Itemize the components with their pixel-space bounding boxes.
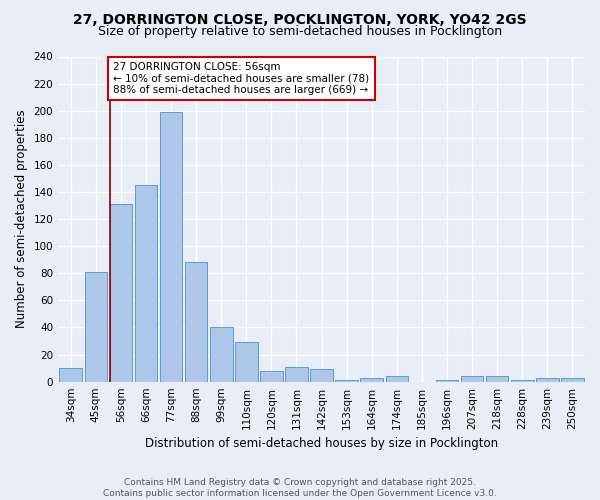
Bar — [436, 380, 458, 382]
Bar — [59, 368, 82, 382]
Bar — [85, 272, 107, 382]
Bar — [386, 376, 408, 382]
Bar — [210, 328, 233, 382]
Text: 27, DORRINGTON CLOSE, POCKLINGTON, YORK, YO42 2GS: 27, DORRINGTON CLOSE, POCKLINGTON, YORK,… — [73, 12, 527, 26]
Bar — [185, 262, 208, 382]
Bar — [511, 380, 533, 382]
Bar — [536, 378, 559, 382]
Bar — [310, 370, 333, 382]
Text: Size of property relative to semi-detached houses in Pocklington: Size of property relative to semi-detach… — [98, 25, 502, 38]
Bar — [110, 204, 132, 382]
Bar — [134, 185, 157, 382]
Y-axis label: Number of semi-detached properties: Number of semi-detached properties — [15, 110, 28, 328]
Bar — [160, 112, 182, 382]
Text: 27 DORRINGTON CLOSE: 56sqm
← 10% of semi-detached houses are smaller (78)
88% of: 27 DORRINGTON CLOSE: 56sqm ← 10% of semi… — [113, 62, 370, 95]
Bar — [361, 378, 383, 382]
Bar — [335, 380, 358, 382]
Bar — [260, 371, 283, 382]
Bar — [235, 342, 257, 382]
Bar — [561, 378, 584, 382]
Bar — [285, 367, 308, 382]
Bar — [461, 376, 484, 382]
X-axis label: Distribution of semi-detached houses by size in Pocklington: Distribution of semi-detached houses by … — [145, 437, 498, 450]
Text: Contains HM Land Registry data © Crown copyright and database right 2025.
Contai: Contains HM Land Registry data © Crown c… — [103, 478, 497, 498]
Bar — [486, 376, 508, 382]
